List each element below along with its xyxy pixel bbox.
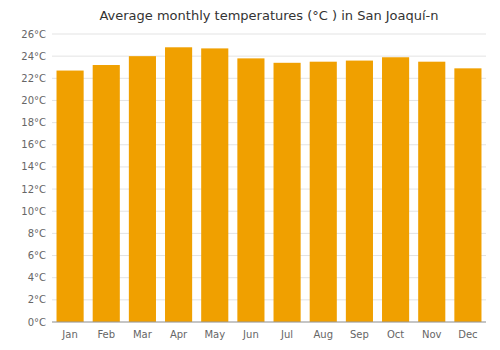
bar (57, 71, 84, 322)
bar (382, 57, 409, 322)
x-tick-label: Mar (133, 329, 153, 340)
background (0, 0, 500, 350)
bar (129, 56, 156, 322)
bar (454, 68, 481, 322)
y-tick-label: 20°C (21, 95, 46, 106)
bar (237, 58, 264, 322)
y-tick-label: 4°C (28, 272, 46, 283)
y-tick-label: 2°C (28, 294, 46, 305)
y-tick-label: 8°C (28, 228, 46, 239)
y-tick-label: 12°C (21, 184, 46, 195)
bars (57, 47, 482, 322)
y-tick-label: 10°C (21, 206, 46, 217)
x-tick-label: Sep (350, 329, 369, 340)
x-axis-line (52, 322, 486, 323)
bar (165, 47, 192, 322)
y-tick-label: 6°C (28, 250, 46, 261)
x-tick-label: Oct (387, 329, 404, 340)
y-tick-label: 18°C (21, 117, 46, 128)
grid-line (52, 34, 486, 35)
x-tick-label: May (204, 329, 225, 340)
x-tick-label: Nov (422, 329, 442, 340)
x-tick-label: Dec (458, 329, 477, 340)
y-tick-label: 26°C (21, 29, 46, 40)
bar (310, 62, 337, 322)
y-tick-label: 14°C (21, 161, 46, 172)
x-tick-label: Jun (242, 329, 259, 340)
chart: Average monthly temperatures (°C ) in Sa… (0, 0, 500, 350)
y-tick-label: 22°C (21, 73, 46, 84)
x-tick-label: Aug (313, 329, 333, 340)
x-tick-label: Apr (170, 329, 188, 340)
title: Average monthly temperatures (°C ) in Sa… (99, 8, 438, 23)
x-tick-label: Jan (61, 329, 77, 340)
bar (201, 48, 228, 322)
y-tick-label: 16°C (21, 139, 46, 150)
bar (346, 61, 373, 322)
x-tick-label: Feb (97, 329, 115, 340)
grid (52, 34, 486, 322)
y-tick-label: 0°C (28, 317, 46, 328)
bar (93, 65, 120, 322)
bar (274, 63, 301, 322)
grid-line (52, 322, 486, 323)
y-tick-label: 24°C (21, 51, 46, 62)
grid-line (52, 56, 486, 57)
bar (418, 62, 445, 322)
x-tick-label: Jul (280, 329, 293, 340)
